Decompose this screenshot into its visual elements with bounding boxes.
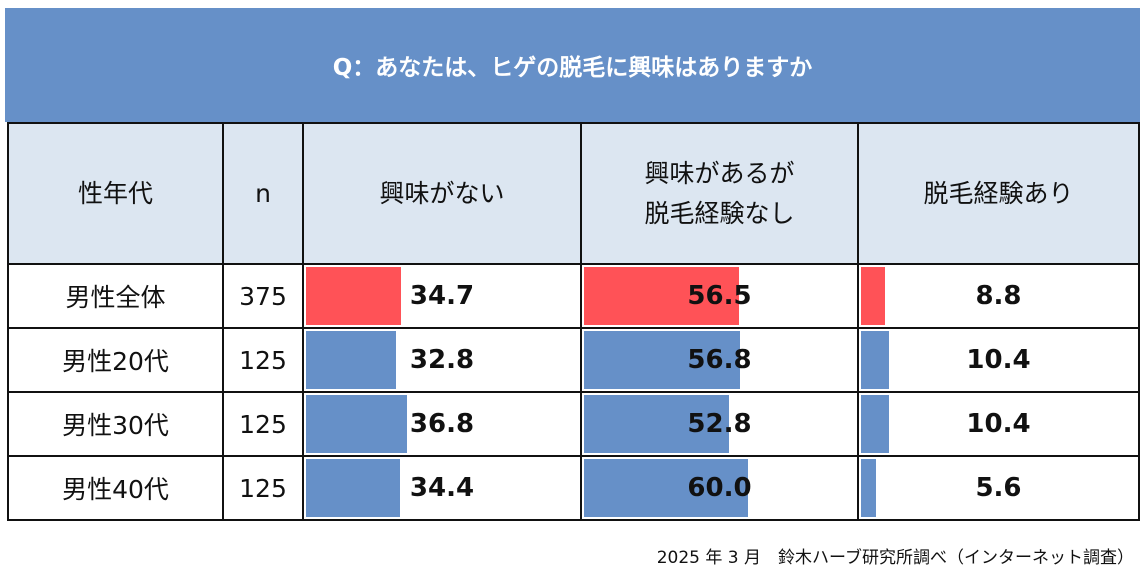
value-cell: 10.4 (857, 327, 1140, 393)
value-bar (584, 267, 739, 325)
value-bar (306, 395, 407, 453)
value-label: 56.5 (687, 281, 752, 311)
value-bar (306, 331, 396, 389)
row-label: 男性30代 (7, 391, 224, 457)
header-demographic: 性年代 (7, 122, 224, 265)
value-cell: 10.4 (857, 391, 1140, 457)
value-cell: 8.8 (857, 263, 1140, 329)
row-n: 125 (222, 327, 304, 393)
value-cell: 34.7 (302, 263, 582, 329)
value-bar (861, 395, 890, 453)
value-cell: 56.8 (580, 327, 859, 393)
value-label: 10.4 (966, 345, 1031, 375)
value-label: 34.7 (409, 281, 475, 311)
value-label: 34.4 (409, 473, 475, 503)
row-n: 125 (222, 455, 304, 521)
source-note: 2025 年 3 月 鈴木ハーブ研究所調べ（インターネット調査） (656, 548, 1134, 568)
table-row: 男性全体 375 34.7 56.5 8.8 (7, 263, 1140, 329)
row-label: 男性20代 (7, 327, 224, 393)
table-row: 男性30代 125 36.8 52.8 10.4 (7, 391, 1140, 457)
value-label: 56.8 (687, 345, 752, 375)
value-bar (861, 267, 886, 325)
header-interested-no-experience: 興味があるが 脱毛経験なし (580, 122, 859, 265)
value-bar (584, 395, 729, 453)
header-not-interested: 興味がない (302, 122, 582, 265)
header-n: n (222, 122, 304, 265)
value-label: 36.8 (409, 409, 475, 439)
row-label: 男性全体 (7, 263, 224, 329)
value-cell: 36.8 (302, 391, 582, 457)
row-label: 男性40代 (7, 455, 224, 521)
value-cell: 34.4 (302, 455, 582, 521)
value-bar (584, 331, 740, 389)
value-cell: 5.6 (857, 455, 1140, 521)
value-bar (306, 267, 402, 325)
value-label: 60.0 (687, 473, 752, 503)
value-label: 5.6 (975, 473, 1022, 503)
value-bar (306, 459, 401, 517)
header-has-experience: 脱毛経験あり (857, 122, 1140, 265)
value-label: 32.8 (409, 345, 475, 375)
value-bar (861, 459, 877, 517)
question-title: Q：あなたは、ヒゲの脱毛に興味はありますか (332, 55, 813, 81)
results-table: 性年代 n 興味がない 興味があるが 脱毛経験なし 脱毛経験あり 男性全体 37… (7, 122, 1140, 521)
value-bar (861, 331, 890, 389)
value-cell: 32.8 (302, 327, 582, 393)
row-n: 125 (222, 391, 304, 457)
table-row: 男性20代 125 32.8 56.8 10.4 (7, 327, 1140, 393)
value-bar (584, 459, 749, 517)
value-cell: 56.5 (580, 263, 859, 329)
row-n: 375 (222, 263, 304, 329)
value-cell: 52.8 (580, 391, 859, 457)
table-row: 男性40代 125 34.4 60.0 5.6 (7, 455, 1140, 521)
question-banner: Q：あなたは、ヒゲの脱毛に興味はありますか (5, 8, 1140, 122)
value-label: 52.8 (687, 409, 752, 439)
value-label: 8.8 (975, 281, 1022, 311)
header-row: 性年代 n 興味がない 興味があるが 脱毛経験なし 脱毛経験あり (7, 122, 1140, 265)
value-cell: 60.0 (580, 455, 859, 521)
value-label: 10.4 (966, 409, 1031, 439)
